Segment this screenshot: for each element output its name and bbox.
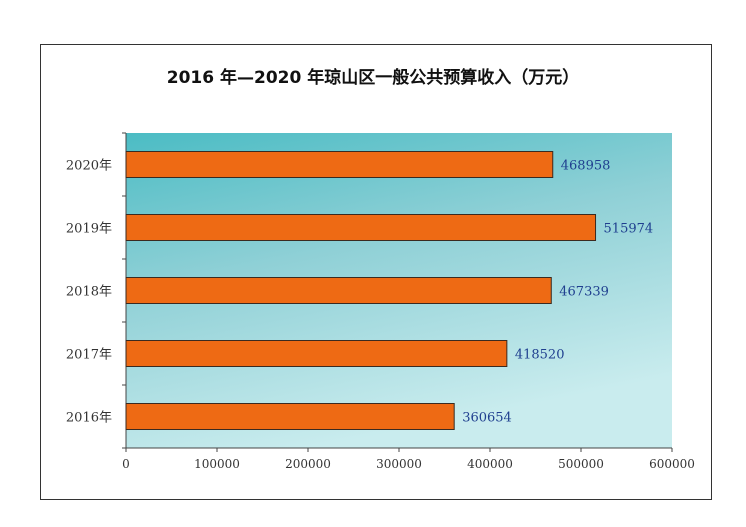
chart-title: 2016 年—2020 年琼山区一般公共预算收入（万元） <box>166 68 580 88</box>
data-label: 515974 <box>604 222 654 237</box>
data-label: 468958 <box>561 159 611 174</box>
category-label: 2016年 <box>66 411 112 426</box>
bar <box>125 403 455 430</box>
bar <box>125 151 554 178</box>
x-tick-label: 600000 <box>649 457 695 471</box>
category-label: 2018年 <box>66 285 112 300</box>
bar <box>125 214 597 241</box>
category-label: 2017年 <box>66 348 112 363</box>
bar <box>125 340 508 367</box>
data-label: 418520 <box>515 348 565 363</box>
x-tick-label: 500000 <box>558 457 604 471</box>
category-label: 2020年 <box>66 159 112 174</box>
x-tick-label: 100000 <box>194 457 240 471</box>
data-label: 360654 <box>462 411 512 426</box>
x-tick-label: 200000 <box>285 457 331 471</box>
data-label: 467339 <box>559 285 609 300</box>
category-label: 2019年 <box>66 222 112 237</box>
bar <box>125 277 552 304</box>
x-tick-label: 0 <box>122 457 130 471</box>
x-tick-label: 400000 <box>467 457 513 471</box>
x-tick-label: 300000 <box>376 457 422 471</box>
